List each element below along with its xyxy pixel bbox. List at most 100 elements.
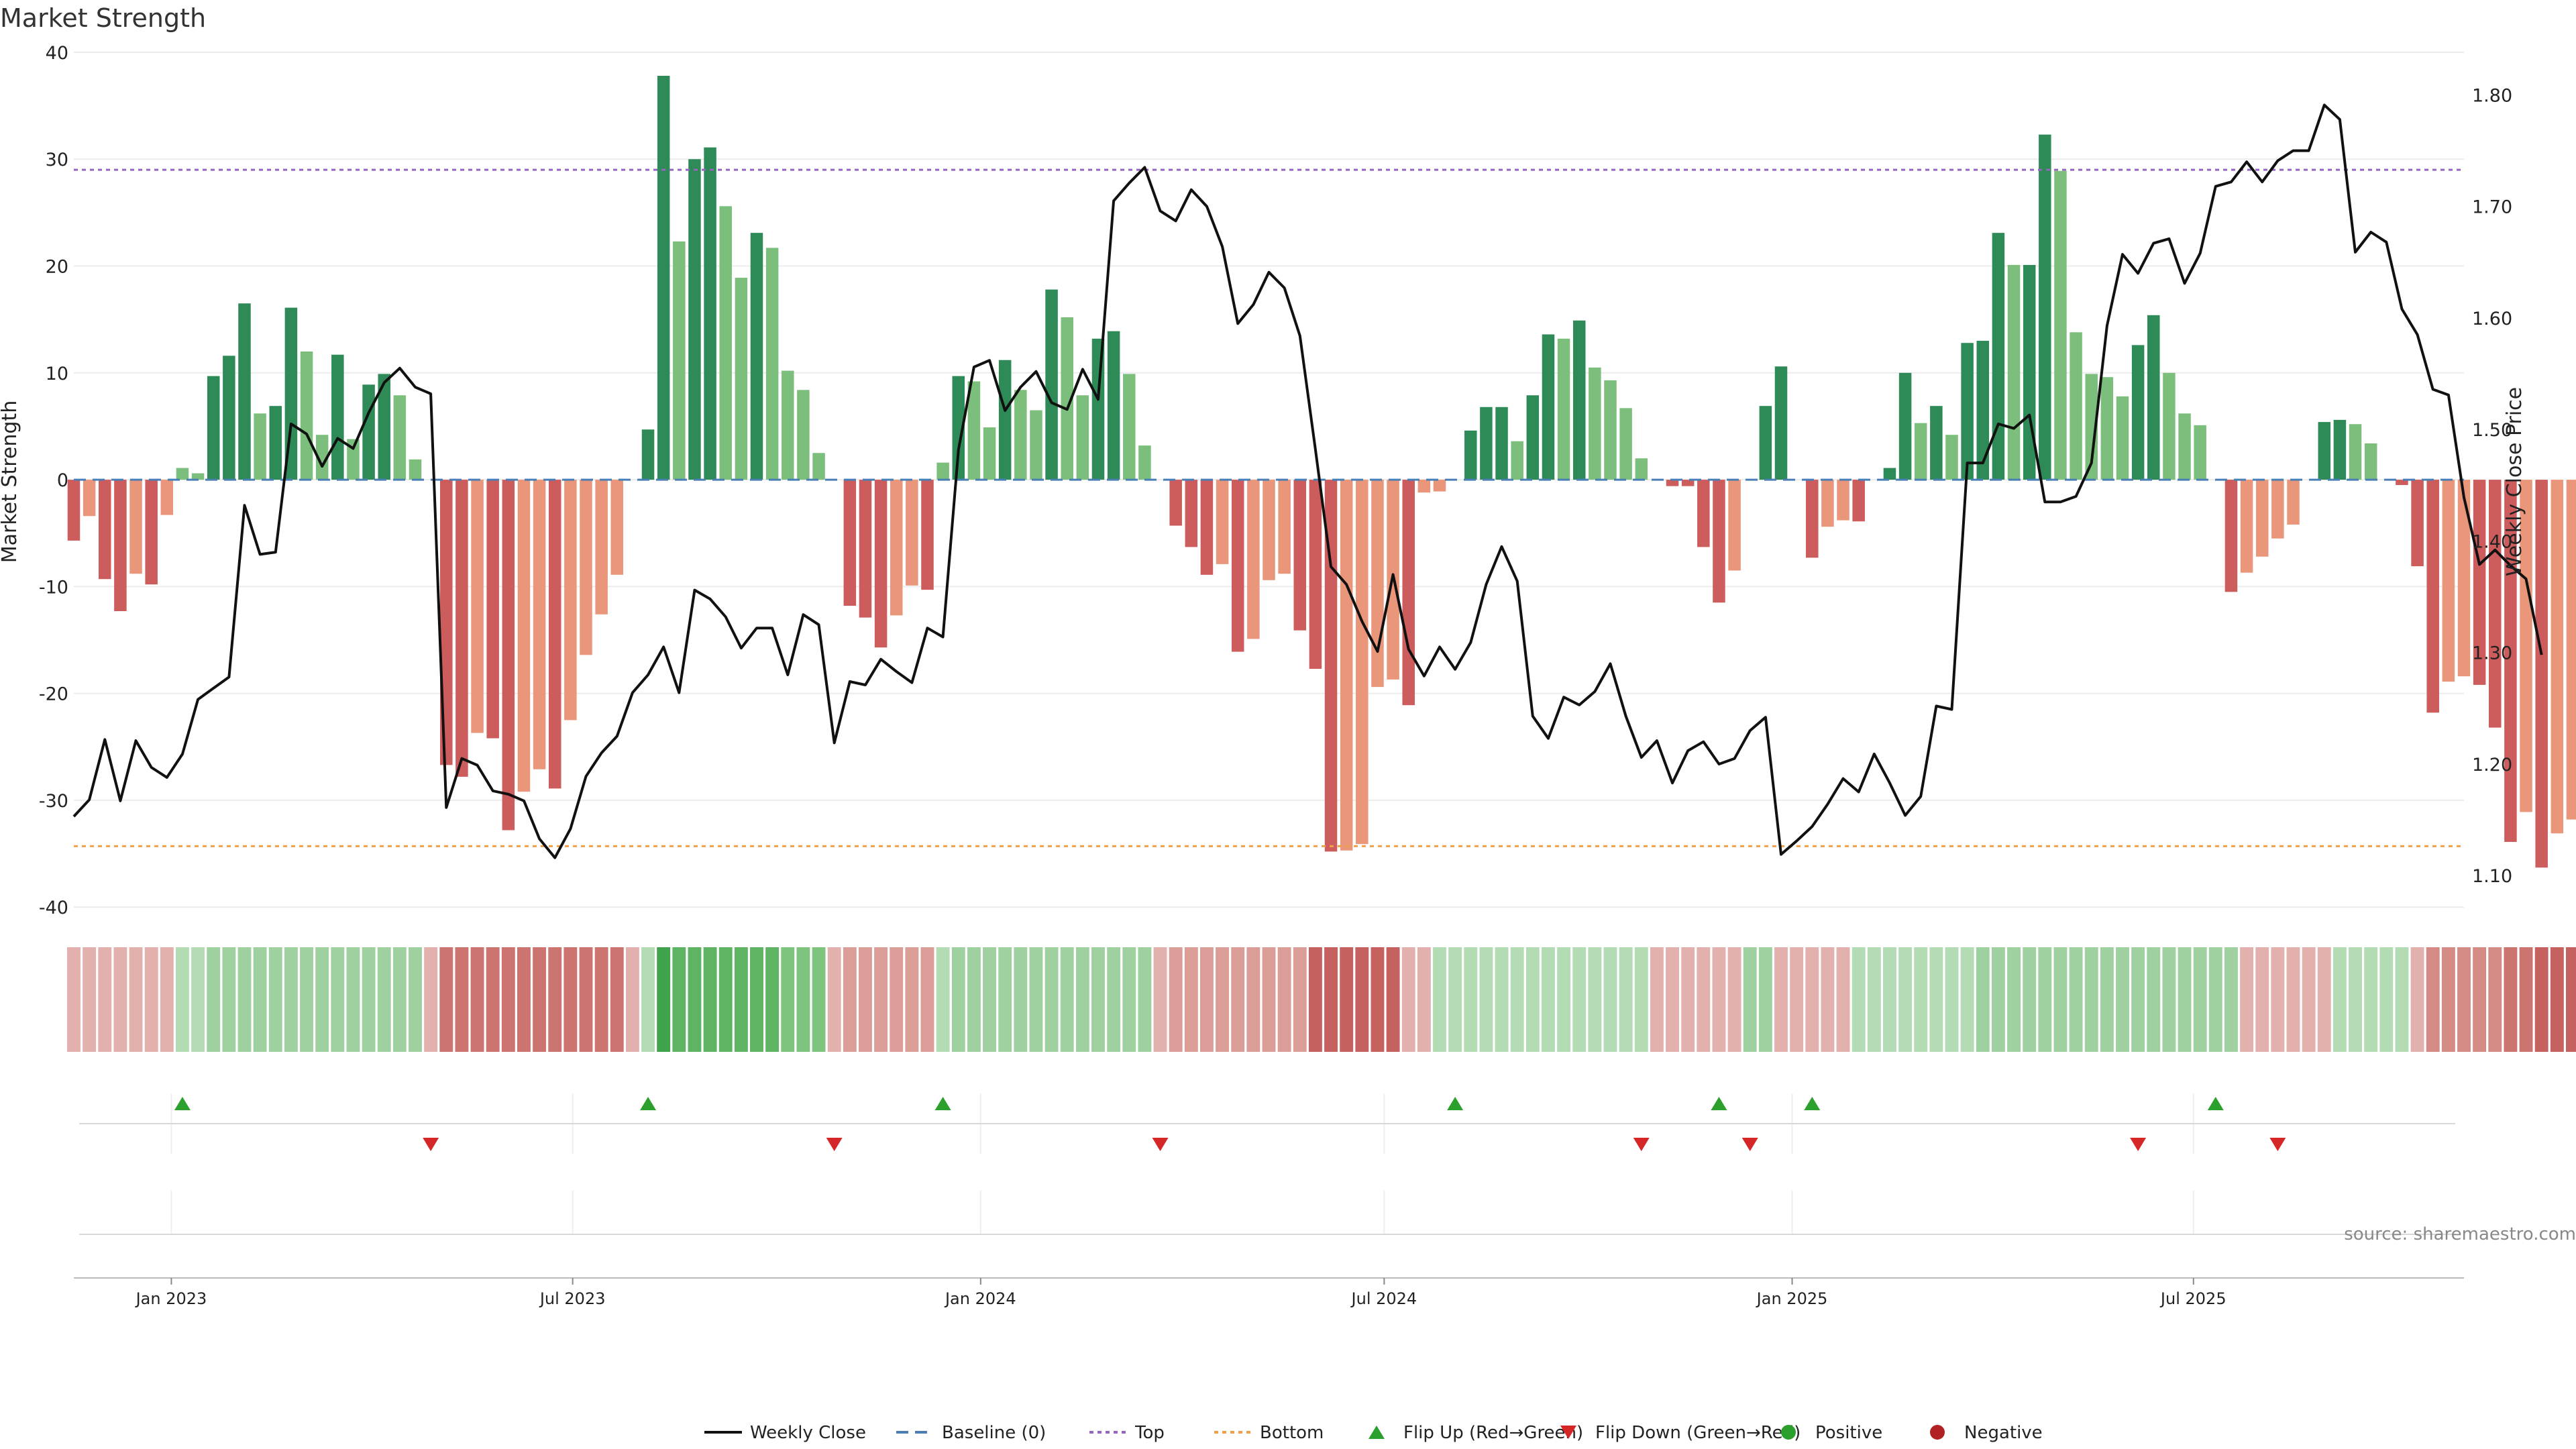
sentiment-cell [1588,947,1602,1052]
strength-bar [1417,480,1431,493]
sentiment-cell [625,947,639,1052]
sentiment-cell [1572,947,1587,1052]
sentiment-cell [129,947,143,1052]
sentiment-cell [2332,947,2347,1052]
right-axis-label: Weekly Close Price [2503,387,2526,576]
strength-bar [1433,480,1446,492]
sentiment-cell [237,947,252,1052]
strength-bar [1309,480,1322,669]
sentiment-cell [1277,947,1291,1052]
strength-bar [2426,480,2439,713]
sentiment-cell [268,947,282,1052]
flip-down-marker [1152,1138,1169,1151]
legend-swatch-positive [1781,1425,1796,1440]
flip-up-marker [1804,1097,1821,1110]
legend-label: Flip Down (Green→Red) [1595,1423,1801,1443]
sentiment-cell [2178,947,2192,1052]
strength-bar [1557,338,1570,480]
sentiment-cell [2441,947,2455,1052]
strength-bar [2100,377,2114,480]
sentiment-cell [890,947,904,1052]
strength-bar [114,480,127,612]
sentiment-cell [362,947,376,1052]
strength-bar [1216,480,1229,564]
flip-down-marker [826,1138,843,1151]
sentiment-cell [1525,947,1540,1052]
right-tick-label: 1.50 [2472,420,2512,441]
sentiment-cell [2116,947,2129,1052]
sentiment-cell [1231,947,1245,1052]
sentiment-cell [2038,947,2052,1052]
strength-bar [502,480,515,830]
sentiment-cell [1634,947,1648,1052]
strength-bar [517,480,531,792]
legend: Weekly Close Baseline (0) Top Bottom Flip Up… [704,1423,2043,1443]
date-tick-label: Jul 2025 [2159,1289,2226,1308]
right-tick-label: 1.80 [2472,85,2512,106]
sentiment-cell [1929,947,1943,1052]
sentiment-cell [2208,947,2222,1052]
sentiment-cell [610,947,624,1052]
strength-bar [2333,419,2347,480]
right-tick-label: 1.60 [2472,309,2512,329]
sentiment-cell [579,947,593,1052]
flip-down-marker [2130,1138,2147,1151]
sentiment-cell [191,947,205,1052]
sentiment-cell [533,947,547,1052]
sentiment-cell [2317,947,2331,1052]
sentiment-cell [470,947,484,1052]
strength-bar [1511,441,1523,480]
sentiment-cell [1184,947,1198,1052]
sentiment-cell [750,947,763,1052]
left-tick-label: -40 [39,898,68,918]
right-tick-label: 1.10 [2472,866,2512,887]
strength-bar [1728,480,1741,571]
strength-bar [1713,480,1725,603]
sentiment-cell [1448,947,1462,1052]
sentiment-cell [1557,947,1571,1052]
sentiment-cell [564,947,578,1052]
sentiment-cell [1510,947,1524,1052]
sentiment-cell [409,947,422,1052]
strength-bar [1759,406,1772,480]
sentiment-cell [1308,947,1322,1052]
flip-up-marker [174,1097,191,1110]
sentiment-cell [718,947,733,1052]
strength-bar [2535,480,2548,868]
strength-bar [486,480,499,739]
strength-bar [145,480,158,585]
sentiment-cell [734,947,748,1052]
strength-bar [564,480,577,720]
strength-bar [1278,480,1291,574]
strength-bar [2442,480,2455,682]
strength-bar [2194,425,2206,480]
sentiment-cell [1029,947,1043,1052]
sentiment-cell [439,947,453,1052]
strength-bar [2163,372,2176,480]
strength-bar [735,278,748,480]
strength-bar [2504,480,2517,843]
strength-bar [719,206,732,480]
flip-up-marker [2207,1097,2224,1110]
sentiment-cell [936,947,950,1052]
strength-bar [890,480,903,616]
strength-bar [2349,424,2362,480]
sentiment-cell [1138,947,1152,1052]
strength-bar [812,453,825,480]
left-tick-label: -20 [39,684,68,705]
sentiment-cell [2053,947,2068,1052]
strength-bar [1263,480,1275,580]
sentiment-cell [1743,947,1757,1052]
sentiment-cell [2457,947,2471,1052]
sentiment-cell [2426,947,2440,1052]
legend-label: Weekly Close [750,1423,866,1443]
strength-bar [1076,395,1089,480]
sentiment-cell [1991,947,2005,1052]
date-tick-label: Jul 2024 [1350,1289,1417,1308]
sentiment-cell [905,947,919,1052]
strength-bar [2007,264,2021,480]
strength-bar [238,303,251,480]
sentiment-cell [2147,947,2161,1052]
legend-label: Flip Up (Red→Green) [1403,1423,1583,1443]
